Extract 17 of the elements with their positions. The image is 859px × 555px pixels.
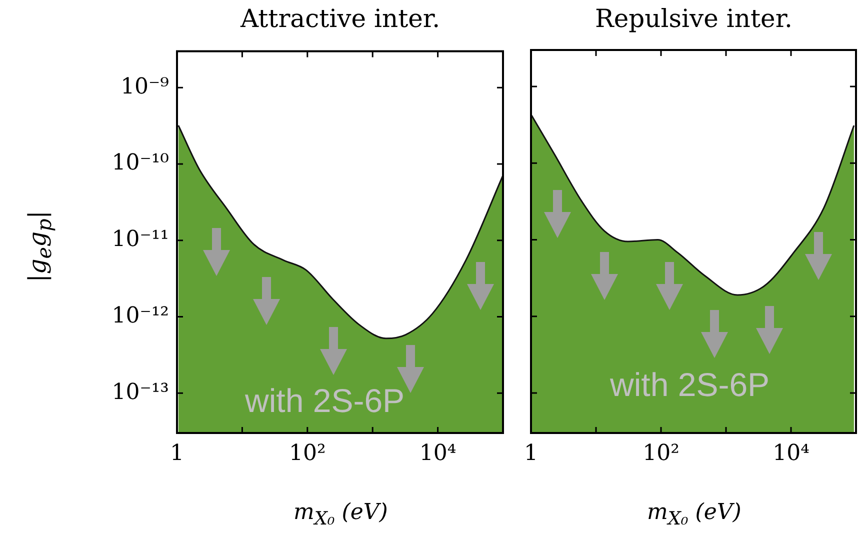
x-tick-label: 10⁴ [419,440,456,466]
x-axis-title: m$_{X₀}$ (eV) [294,500,388,530]
y-tick-label: 10⁻¹¹ [112,227,169,252]
y-tick-label: 10⁻¹³ [112,380,169,405]
y-tick-label: 10⁻¹² [112,303,169,328]
chart-title: Repulsive inter. [595,4,792,33]
y-tick-label: 10⁻¹⁰ [112,150,170,176]
x-tick-label: 1 [524,440,538,466]
x-tick-label: 10² [642,440,680,466]
annotation: with 2S-6P [245,382,405,420]
x-tick-label: 10⁴ [772,440,810,466]
y-tick-label: 10⁻⁹ [120,74,170,100]
annotation: with 2S-6P [610,366,770,404]
chart-title: Attractive inter. [240,4,440,33]
x-tick-label: 1 [170,440,184,466]
x-tick-label: 10² [288,440,326,466]
x-axis-title: m$_{X₀}$ (eV) [647,500,742,530]
